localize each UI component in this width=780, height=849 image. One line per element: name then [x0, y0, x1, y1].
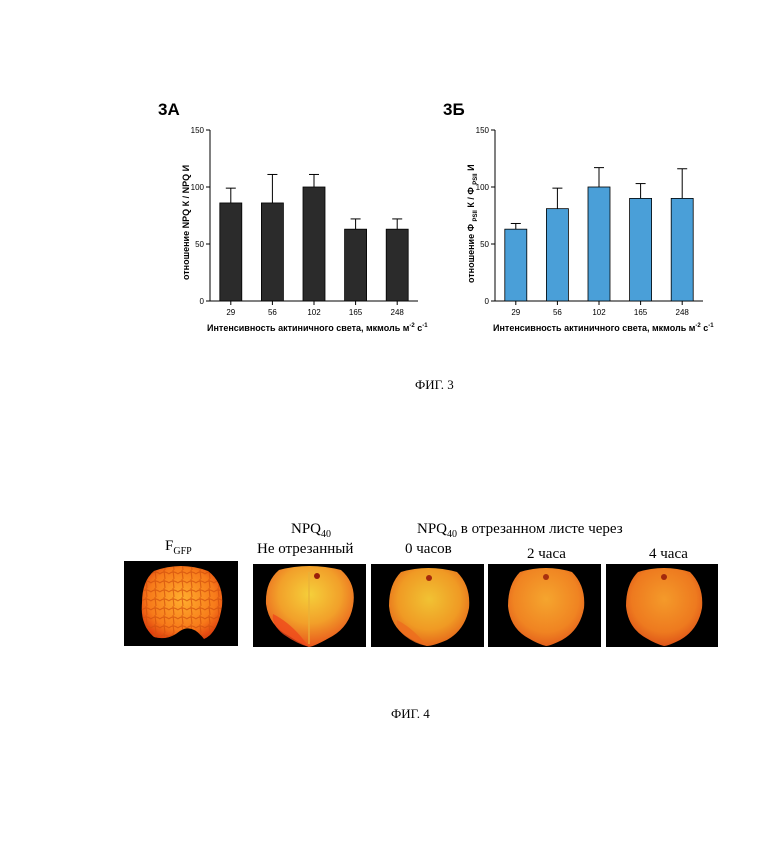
cut-leaf-header: NPQ40 в отрезанном листе через [417, 521, 623, 540]
fig4-caption: ФИГ. 4 [391, 706, 430, 722]
y-tick-label: 50 [195, 240, 204, 249]
x-tick-label-56: 56 [268, 308, 277, 317]
time-4h-label: 4 часа [649, 546, 688, 563]
bar-56 [261, 203, 283, 301]
panel-b-xlabel: Интенсивность актиничного света, мкмоль … [493, 323, 714, 333]
bar-102 [303, 187, 325, 301]
x-tick-label-248: 248 [391, 308, 405, 317]
bar-29 [505, 229, 527, 301]
leaf-image-4h [606, 564, 718, 647]
y-tick-label: 50 [480, 240, 489, 249]
bar-248 [386, 229, 408, 301]
panel-a-xlabel: Интенсивность актиничного света, мкмоль … [207, 323, 428, 333]
bar-165 [345, 229, 367, 301]
y-tick-label: 0 [200, 297, 205, 306]
x-tick-label-165: 165 [349, 308, 363, 317]
leaf-image-2h [488, 564, 601, 647]
fig3-caption: ФИГ. 3 [415, 377, 454, 393]
panel-a-title: 3А [158, 100, 180, 120]
x-tick-label-102: 102 [592, 308, 606, 317]
time-0h-label: 0 часов [405, 541, 452, 558]
bar-29 [220, 203, 242, 301]
y-tick-label: 150 [476, 126, 490, 135]
y-tick-label: 150 [191, 126, 205, 135]
time-2h-label: 2 часа [527, 546, 566, 563]
x-tick-label-165: 165 [634, 308, 648, 317]
bar-56 [546, 209, 568, 301]
npq40-label: NPQ40 [291, 521, 331, 540]
x-tick-label-56: 56 [553, 308, 562, 317]
bar-248 [671, 198, 693, 301]
leaf-image-fgfp [124, 561, 238, 646]
leaf-image-0h [371, 564, 484, 647]
x-tick-label-102: 102 [307, 308, 321, 317]
bar-165 [630, 198, 652, 301]
x-tick-label-29: 29 [226, 308, 235, 317]
x-tick-label-248: 248 [676, 308, 690, 317]
fgfp-label: FGFP [165, 538, 192, 557]
chart-3a: 0 50 100 150 29 56 102 165 248 [190, 120, 450, 320]
panel-b-title: 3Б [443, 100, 465, 120]
bar-102 [588, 187, 610, 301]
y-tick-label: 100 [476, 183, 490, 192]
x-tick-label-29: 29 [511, 308, 520, 317]
y-tick-label: 0 [485, 297, 490, 306]
chart-3b: 0 50 100 150 29 56 102 165 248 [475, 120, 735, 320]
y-tick-label: 100 [191, 183, 205, 192]
leaf-image-not-cut [253, 564, 366, 647]
not-cut-label: Не отрезанный [257, 541, 353, 558]
